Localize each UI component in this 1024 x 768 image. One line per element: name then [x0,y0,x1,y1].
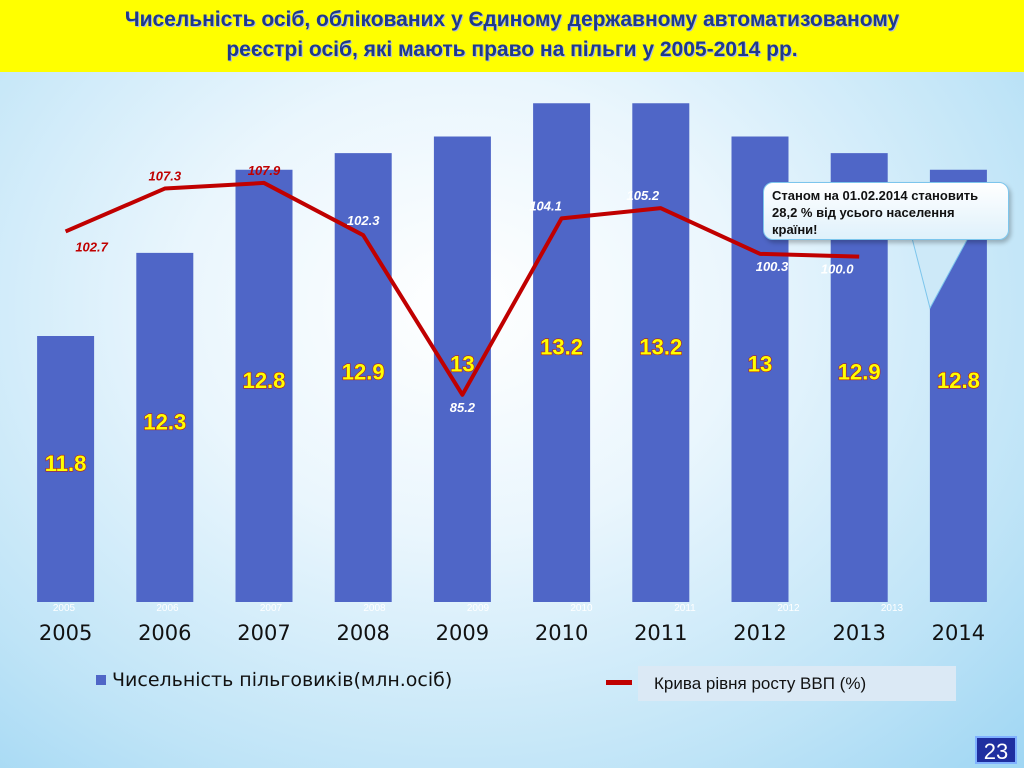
category-label-2006: 2006 [138,621,191,645]
chart-labels: 11.8 2005 12.3 2006 12.8 2007 12.9 2008 13 2009 13… [39,163,985,645]
legend-bars-label: Чисельність пільговиків(млн.осіб) [112,669,453,691]
bar-2010 [533,103,591,602]
category-label-2007: 2007 [237,621,290,645]
bar-2007 [235,169,293,602]
line-value-label-2006: 107.3 [149,169,182,184]
bar-2008 [334,153,392,602]
secondary-axis-label-2008: 2008 [363,603,386,614]
category-label-2013: 2013 [832,621,885,645]
category-label-2005: 2005 [39,621,92,645]
line-value-label-2010: 104.1 [529,198,562,213]
bar-value-label-2009: 13 [450,351,474,376]
line-value-label-2013: 100.0 [821,262,854,277]
line-value-label-2007: 107.9 [248,163,281,178]
bar-value-label-2006: 12.3 [143,409,186,434]
title-band [0,0,1024,72]
category-label-2009: 2009 [436,621,489,645]
line-value-label-2008: 102.3 [347,213,380,228]
secondary-axis-label-2011: 2011 [674,603,696,614]
line-value-label-2012: 100.3 [756,259,789,274]
bar-value-label-2010: 13.2 [540,335,583,360]
secondary-axis-label-2009: 2009 [467,603,490,614]
page-number: 23 [975,736,1017,764]
line-series [64,180,860,397]
legend-bars-swatch [96,675,106,685]
category-label-2008: 2008 [336,621,389,645]
secondary-axis-label-2010: 2010 [570,603,593,614]
bar-2006 [136,252,194,602]
bar-2009 [433,136,491,602]
line-value-label-2009: 85.2 [450,400,476,415]
secondary-axis-label-2007: 2007 [260,603,283,614]
legend-line-swatch [606,680,632,685]
category-label-2014: 2014 [932,621,985,645]
bar-value-label-2005: 11.8 [45,451,87,476]
slide-title-line-2: реєстрі осіб, які мають право на пільги … [226,38,798,61]
callout-note: Станом на 01.02.2014 становить 28,2 % ві… [763,182,1009,240]
bar-2011 [632,103,690,602]
category-label-2012: 2012 [733,621,786,645]
bar-value-label-2008: 12.9 [342,360,385,385]
legend-line-label: Крива рівня росту ВВП (%) [654,673,867,693]
secondary-axis-label-2012: 2012 [777,603,800,614]
gdp-growth-line [64,180,860,397]
secondary-axis-label-2013: 2013 [881,603,904,614]
line-value-label-2011: 105.2 [627,188,660,203]
bar-value-label-2007: 12.8 [243,368,286,393]
line-value-label-2005: 102.7 [75,239,108,254]
secondary-axis-label-2006: 2006 [156,603,179,614]
bar-value-label-2014: 12.8 [937,368,980,393]
bar-value-label-2011: 13.2 [639,335,682,360]
slide-title-line-1: Чисельність осіб, облікованих у Єдиному … [124,8,900,31]
bar-2005 [37,336,95,602]
legend-line-entry: Крива рівня росту ВВП (%) [638,666,956,701]
category-label-2010: 2010 [535,621,588,645]
bar-value-label-2012: 13 [748,351,772,376]
legend-bars-entry: Чисельність пільговиків(млн.осіб) [96,668,452,692]
secondary-axis-label-2005: 2005 [53,603,76,614]
bar-value-label-2013: 12.9 [838,360,881,385]
category-label-2011: 2011 [634,621,687,645]
